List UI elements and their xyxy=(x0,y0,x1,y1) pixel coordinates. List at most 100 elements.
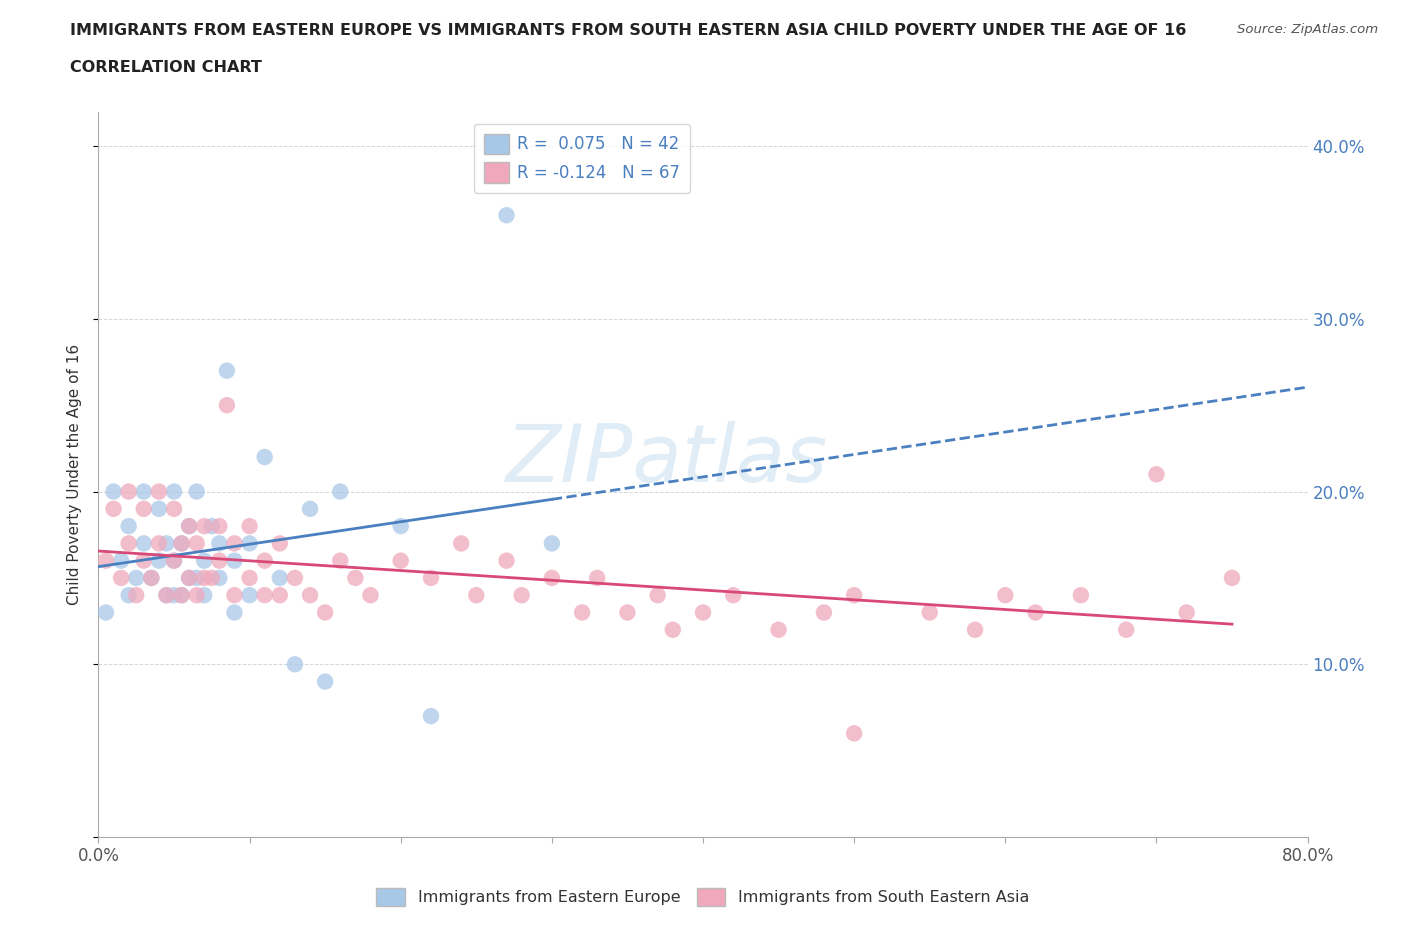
Point xyxy=(994,588,1017,603)
Point xyxy=(148,501,170,516)
Point xyxy=(141,570,163,585)
Point xyxy=(1070,588,1092,603)
Text: CORRELATION CHART: CORRELATION CHART xyxy=(70,60,262,75)
Point xyxy=(540,536,562,551)
Point xyxy=(132,536,155,551)
Point xyxy=(844,588,866,603)
Point xyxy=(186,570,208,585)
Point xyxy=(314,605,336,620)
Point xyxy=(450,536,472,551)
Point xyxy=(224,536,246,551)
Point xyxy=(299,588,322,603)
Point xyxy=(224,553,246,568)
Point xyxy=(170,588,193,603)
Point xyxy=(118,519,141,534)
Point xyxy=(193,588,215,603)
Point xyxy=(132,553,155,568)
Point xyxy=(1024,605,1046,620)
Point xyxy=(360,588,382,603)
Point xyxy=(125,588,148,603)
Point xyxy=(844,726,866,741)
Point xyxy=(201,519,224,534)
Point xyxy=(118,588,141,603)
Point xyxy=(269,588,291,603)
Point xyxy=(170,536,193,551)
Point xyxy=(186,588,208,603)
Point xyxy=(540,570,562,585)
Point xyxy=(186,485,208,499)
Text: ZIPatlas: ZIPatlas xyxy=(506,420,828,498)
Point xyxy=(118,536,141,551)
Point xyxy=(110,553,132,568)
Point xyxy=(179,570,201,585)
Text: IMMIGRANTS FROM EASTERN EUROPE VS IMMIGRANTS FROM SOUTH EASTERN ASIA CHILD POVER: IMMIGRANTS FROM EASTERN EUROPE VS IMMIGR… xyxy=(70,23,1187,38)
Point xyxy=(692,605,714,620)
Point xyxy=(723,588,745,603)
Point xyxy=(510,588,533,603)
Point xyxy=(163,553,186,568)
Point xyxy=(148,485,170,499)
Point xyxy=(179,570,201,585)
Point xyxy=(148,553,170,568)
Point xyxy=(586,570,609,585)
Point xyxy=(224,588,246,603)
Legend: Immigrants from Eastern Europe, Immigrants from South Eastern Asia: Immigrants from Eastern Europe, Immigran… xyxy=(370,882,1036,912)
Point xyxy=(208,536,231,551)
Point xyxy=(269,536,291,551)
Point xyxy=(224,605,246,620)
Point xyxy=(647,588,669,603)
Point xyxy=(1144,467,1167,482)
Point xyxy=(253,588,276,603)
Point xyxy=(329,553,352,568)
Point xyxy=(420,709,443,724)
Y-axis label: Child Poverty Under the Age of 16: Child Poverty Under the Age of 16 xyxy=(67,344,83,604)
Point xyxy=(179,519,201,534)
Point xyxy=(284,657,307,671)
Point xyxy=(155,588,177,603)
Point xyxy=(148,536,170,551)
Point xyxy=(253,449,276,464)
Point xyxy=(186,536,208,551)
Point xyxy=(965,622,987,637)
Point xyxy=(1175,605,1198,620)
Point xyxy=(163,485,186,499)
Point xyxy=(269,570,291,585)
Point xyxy=(208,553,231,568)
Point xyxy=(918,605,941,620)
Point xyxy=(103,485,125,499)
Point xyxy=(389,519,412,534)
Point xyxy=(465,588,488,603)
Point xyxy=(110,570,132,585)
Text: Source: ZipAtlas.com: Source: ZipAtlas.com xyxy=(1237,23,1378,36)
Point xyxy=(239,536,262,551)
Point xyxy=(661,622,683,637)
Point xyxy=(155,588,177,603)
Point xyxy=(193,519,215,534)
Point xyxy=(239,519,262,534)
Point xyxy=(193,570,215,585)
Point xyxy=(94,553,117,568)
Point xyxy=(179,519,201,534)
Point xyxy=(1115,622,1137,637)
Point xyxy=(132,485,155,499)
Point xyxy=(571,605,593,620)
Point xyxy=(163,553,186,568)
Point xyxy=(768,622,790,637)
Point xyxy=(420,570,443,585)
Point xyxy=(495,553,517,568)
Point xyxy=(163,501,186,516)
Point xyxy=(118,485,141,499)
Point xyxy=(284,570,307,585)
Point xyxy=(125,570,148,585)
Point xyxy=(208,519,231,534)
Point xyxy=(170,536,193,551)
Point xyxy=(389,553,412,568)
Point xyxy=(314,674,336,689)
Point xyxy=(344,570,367,585)
Legend: R =  0.075   N = 42, R = -0.124   N = 67: R = 0.075 N = 42, R = -0.124 N = 67 xyxy=(474,124,690,193)
Point xyxy=(193,553,215,568)
Point xyxy=(201,570,224,585)
Point xyxy=(329,485,352,499)
Point xyxy=(253,553,276,568)
Point xyxy=(239,588,262,603)
